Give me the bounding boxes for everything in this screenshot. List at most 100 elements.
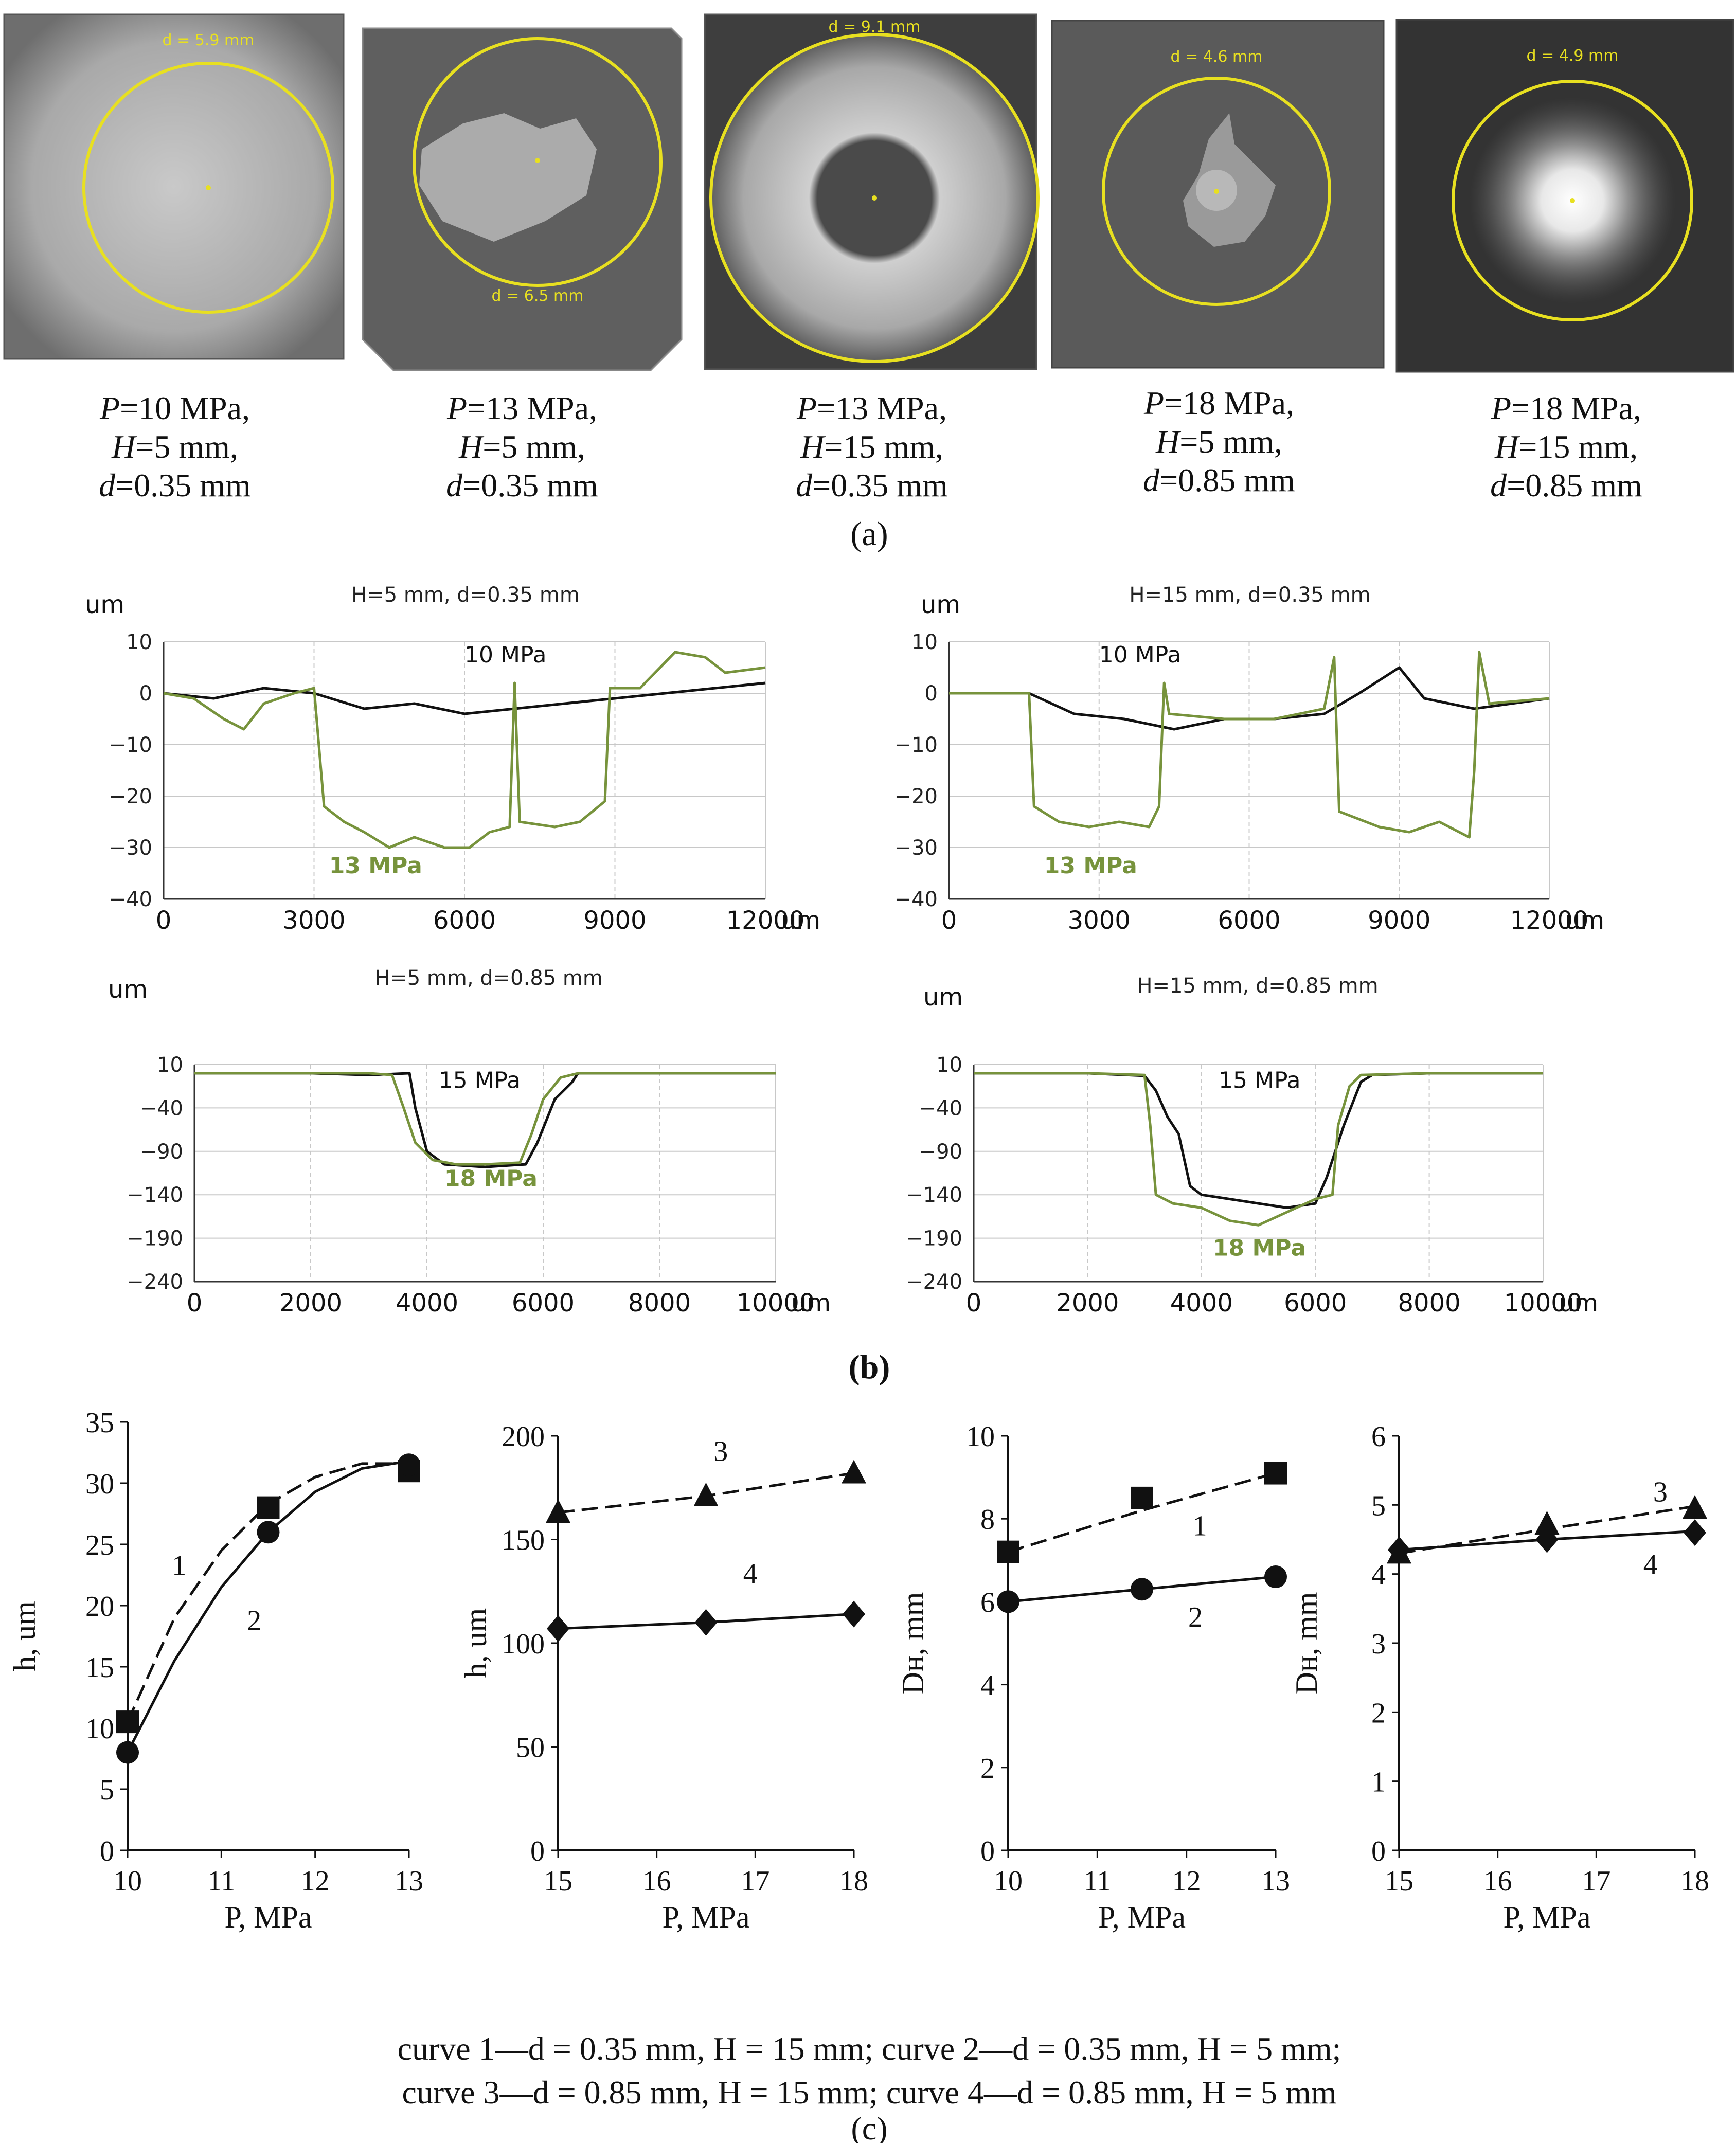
photo-4: d = 4.6 mm	[1051, 20, 1385, 369]
series-line-13-mpa	[163, 651, 766, 849]
caption-2: P=13 MPa, H=5 mm, d=0.35 mm	[446, 390, 598, 503]
curve-label: 4	[1643, 1549, 1658, 1581]
caption-4: P=18 MPa, H=5 mm, d=0.85 mm	[1143, 385, 1295, 498]
svg-text:H=15 mm,: H=15 mm,	[800, 428, 943, 465]
svg-text:P=13 MPa,: P=13 MPa,	[446, 390, 597, 426]
y-tick-label: 10	[936, 1053, 962, 1077]
y-tick-label: 200	[502, 1421, 545, 1453]
marker-triangle	[693, 1482, 719, 1506]
series-line-18-mpa	[194, 1072, 776, 1166]
x-tick-label: 12000	[1510, 906, 1589, 935]
x-axis-unit: um	[791, 1289, 831, 1318]
y-tick-label: 0	[100, 1835, 114, 1867]
chart-h-vs-p-high: 0 50 100 150 200 15 16 17 18 P, MPa h, um 3 4	[459, 1421, 868, 1934]
x-tick-label: 0	[941, 906, 957, 935]
panel-label-c: (c)	[851, 2110, 887, 2143]
photo-5: d = 4.9 mm	[1395, 19, 1734, 373]
photo-measure-label: d = 6.5 mm	[492, 287, 584, 305]
marker-square	[1264, 1462, 1287, 1485]
marker-circle	[116, 1741, 139, 1764]
y-axis-unit: um	[85, 590, 124, 619]
photo-1: d = 5.9 mm	[3, 13, 345, 360]
y-tick-label: 5	[1371, 1490, 1386, 1522]
y-tick-label: −240	[906, 1270, 962, 1294]
y-tick-label: 2	[1371, 1697, 1386, 1729]
y-tick-label: 8	[980, 1504, 995, 1536]
caption-3: P=13 MPa, H=15 mm, d=0.35 mm	[796, 390, 948, 503]
x-tick-label: 0	[156, 906, 172, 935]
x-tick-label: 9000	[583, 906, 646, 935]
y-axis-label: Dн, mm	[896, 1592, 930, 1695]
x-tick-label: 10	[994, 1865, 1023, 1897]
y-tick-label: −30	[894, 836, 938, 860]
x-tick-label: 18	[1680, 1865, 1709, 1897]
marker-diamond	[1535, 1526, 1559, 1553]
marker-circle	[1264, 1565, 1287, 1589]
x-tick-label: 0	[187, 1289, 203, 1318]
x-tick-label: 16	[642, 1865, 671, 1897]
marker-circle	[1131, 1578, 1153, 1601]
photo-measure-label: d = 9.1 mm	[829, 18, 921, 36]
marker-square	[997, 1540, 1019, 1563]
x-tick-label: 10000	[737, 1289, 815, 1318]
x-axis-unit: um	[1559, 1289, 1598, 1318]
curve-label: 2	[1188, 1601, 1203, 1633]
marker-circle	[257, 1521, 280, 1544]
y-axis-unit: um	[108, 975, 148, 1004]
curve-label: 1	[1193, 1510, 1207, 1542]
x-tick-label: 2000	[279, 1289, 342, 1318]
series-line-13-mpa	[949, 651, 1550, 839]
x-tick-label: 6000	[1284, 1289, 1347, 1318]
y-tick-label: 0	[139, 682, 152, 706]
marker-diamond	[547, 1615, 569, 1642]
marker-square	[257, 1496, 280, 1519]
series-label: 10 MPa	[1099, 642, 1181, 668]
x-axis-label: P, MPa	[224, 1900, 312, 1934]
center-marker	[206, 185, 211, 190]
y-tick-label: 100	[502, 1628, 545, 1660]
series-line-10-mpa	[163, 681, 766, 715]
x-axis-unit: um	[1565, 906, 1604, 935]
chart-title: H=15 mm, d=0.35 mm	[1129, 583, 1370, 607]
legend-line-2: curve 3—d = 0.85 mm, H = 15 mm; curve 4—…	[402, 2074, 1336, 2111]
marker-triangle	[546, 1499, 570, 1523]
y-tick-label: −240	[127, 1270, 183, 1294]
y-tick-label: −20	[109, 785, 152, 808]
caption-5: P=18 MPa, H=15 mm, d=0.85 mm	[1490, 390, 1642, 503]
marker-square	[1131, 1486, 1153, 1509]
y-tick-label: 150	[502, 1525, 545, 1557]
x-axis-label: P, MPa	[662, 1900, 749, 1934]
marker-triangle	[842, 1460, 866, 1484]
x-tick-label: 17	[741, 1865, 769, 1897]
y-tick-label: −190	[127, 1227, 183, 1251]
center-marker	[872, 195, 877, 201]
center-marker	[1214, 189, 1219, 194]
y-tick-label: 3	[1371, 1628, 1386, 1660]
measure-circle	[709, 33, 1040, 363]
center-marker	[1570, 198, 1575, 203]
y-tick-label: 10	[157, 1053, 183, 1077]
marker-diamond	[1684, 1519, 1706, 1546]
y-tick-label: 25	[85, 1529, 114, 1561]
y-tick-label: 35	[85, 1407, 114, 1439]
y-tick-label: 10	[85, 1713, 114, 1745]
x-tick-label: 2000	[1056, 1289, 1119, 1318]
svg-text:d=0.85 mm: d=0.85 mm	[1143, 462, 1295, 498]
x-tick-label: 16	[1483, 1865, 1512, 1897]
y-tick-label: 0	[1371, 1835, 1386, 1867]
svg-text:P=18 MPa,: P=18 MPa,	[1143, 385, 1294, 421]
y-tick-label: −140	[127, 1183, 183, 1207]
y-tick-label: −90	[140, 1140, 183, 1164]
y-tick-label: −20	[894, 785, 938, 808]
x-tick-label: 3000	[1068, 906, 1131, 935]
measure-circle	[1102, 77, 1331, 306]
marker-triangle	[1534, 1510, 1560, 1535]
curve-label: 2	[247, 1605, 261, 1637]
photo-measure-label: d = 5.9 mm	[163, 31, 255, 49]
marker-triangle	[1683, 1495, 1707, 1519]
x-tick-label: 12	[301, 1865, 330, 1897]
